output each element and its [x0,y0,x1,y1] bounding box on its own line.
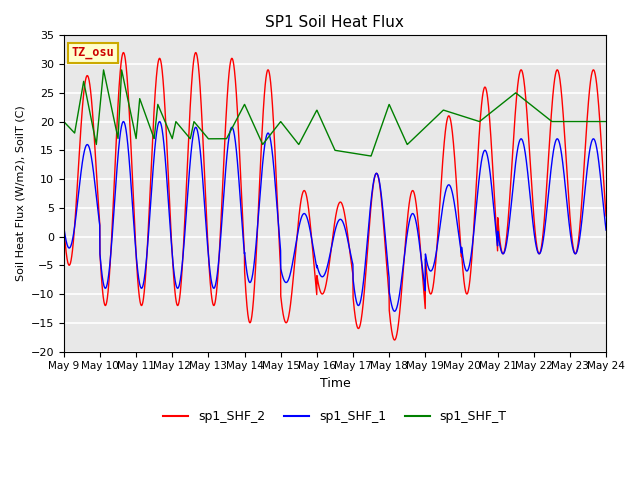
Y-axis label: Soil Heat Flux (W/m2), SoilT (C): Soil Heat Flux (W/m2), SoilT (C) [15,106,25,281]
Legend: sp1_SHF_2, sp1_SHF_1, sp1_SHF_T: sp1_SHF_2, sp1_SHF_1, sp1_SHF_T [158,405,512,428]
Text: TZ_osu: TZ_osu [72,46,115,59]
Title: SP1 Soil Heat Flux: SP1 Soil Heat Flux [266,15,404,30]
X-axis label: Time: Time [319,377,350,390]
